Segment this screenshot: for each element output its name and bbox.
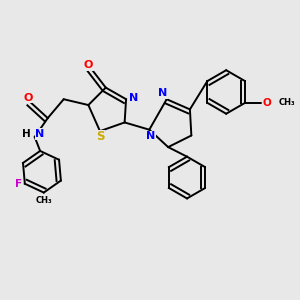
Text: O: O xyxy=(263,98,272,108)
Text: O: O xyxy=(23,93,33,103)
Text: F: F xyxy=(15,179,22,189)
Text: N: N xyxy=(146,131,155,141)
Text: H: H xyxy=(22,129,31,139)
Text: CH₃: CH₃ xyxy=(278,98,295,107)
Text: N: N xyxy=(35,129,44,139)
Text: N: N xyxy=(129,93,138,103)
Text: S: S xyxy=(96,130,104,143)
Text: N: N xyxy=(158,88,167,98)
Text: O: O xyxy=(84,60,93,70)
Text: CH₃: CH₃ xyxy=(35,196,52,205)
